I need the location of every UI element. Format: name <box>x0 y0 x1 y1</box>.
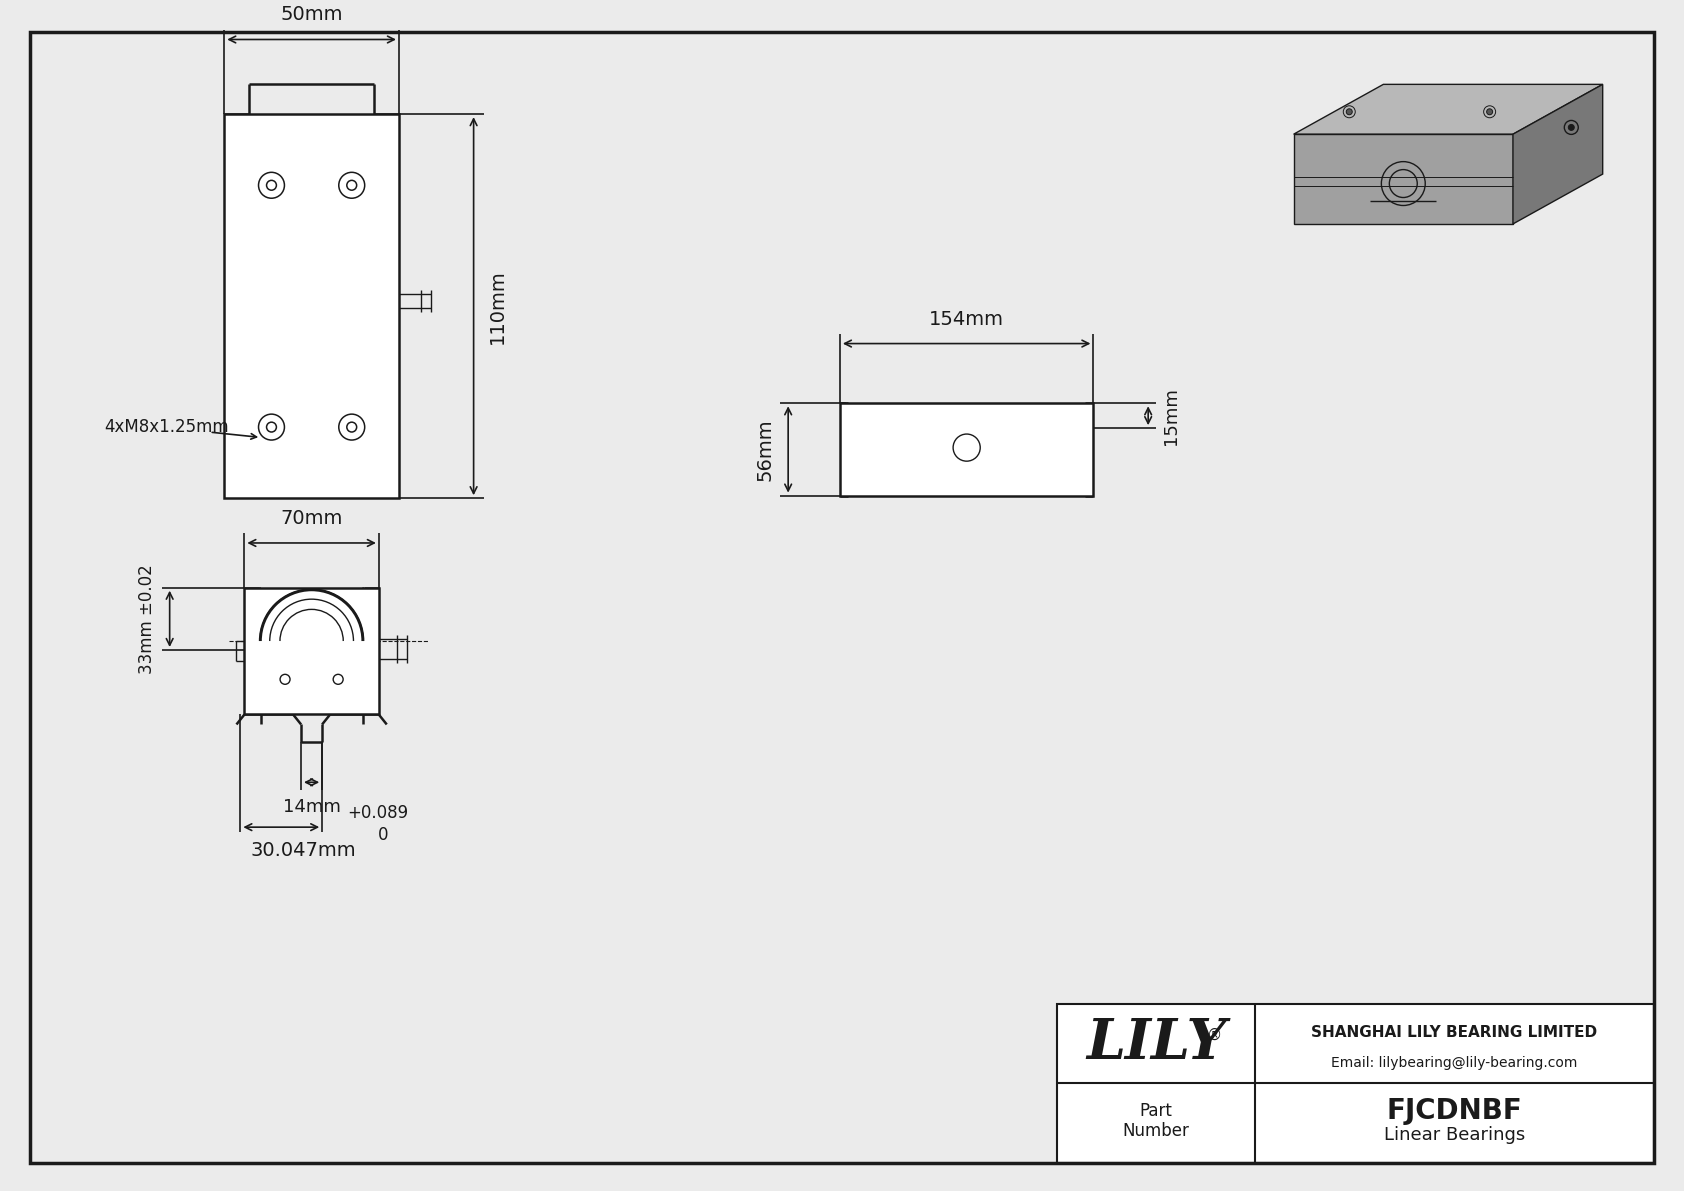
Bar <box>1058 1004 1654 1164</box>
Text: 0: 0 <box>377 827 389 844</box>
Text: Part: Part <box>1140 1102 1172 1121</box>
Text: 15mm: 15mm <box>1162 387 1180 444</box>
Polygon shape <box>1512 85 1603 224</box>
Circle shape <box>1346 108 1352 114</box>
Circle shape <box>1487 108 1492 114</box>
Text: 50mm: 50mm <box>280 5 344 24</box>
Text: 110mm: 110mm <box>488 269 507 343</box>
Text: LILY: LILY <box>1086 1016 1226 1071</box>
Text: 154mm: 154mm <box>930 310 1004 329</box>
Text: 14mm: 14mm <box>283 798 340 816</box>
Text: Email: lilybearing@lily-bearing.com: Email: lilybearing@lily-bearing.com <box>1330 1055 1578 1070</box>
Text: Number: Number <box>1123 1122 1189 1140</box>
Text: 33mm ±0.02: 33mm ±0.02 <box>138 565 155 674</box>
Text: +0.089: +0.089 <box>347 804 409 822</box>
Text: Linear Bearings: Linear Bearings <box>1384 1127 1524 1145</box>
Bar <box>840 404 1093 495</box>
Text: 30.047mm: 30.047mm <box>251 841 355 860</box>
Text: 4xM8x1.25mm: 4xM8x1.25mm <box>104 418 229 436</box>
Text: 70mm: 70mm <box>281 509 344 528</box>
Bar <box>224 114 399 498</box>
Polygon shape <box>1293 85 1603 135</box>
Text: ®: ® <box>1207 1028 1223 1043</box>
Text: SHANGHAI LILY BEARING LIMITED: SHANGHAI LILY BEARING LIMITED <box>1312 1024 1596 1040</box>
Bar <box>244 588 379 715</box>
Polygon shape <box>1293 135 1512 224</box>
Text: FJCDNBF: FJCDNBF <box>1386 1097 1522 1125</box>
Circle shape <box>1568 124 1575 131</box>
Text: 56mm: 56mm <box>754 418 775 481</box>
